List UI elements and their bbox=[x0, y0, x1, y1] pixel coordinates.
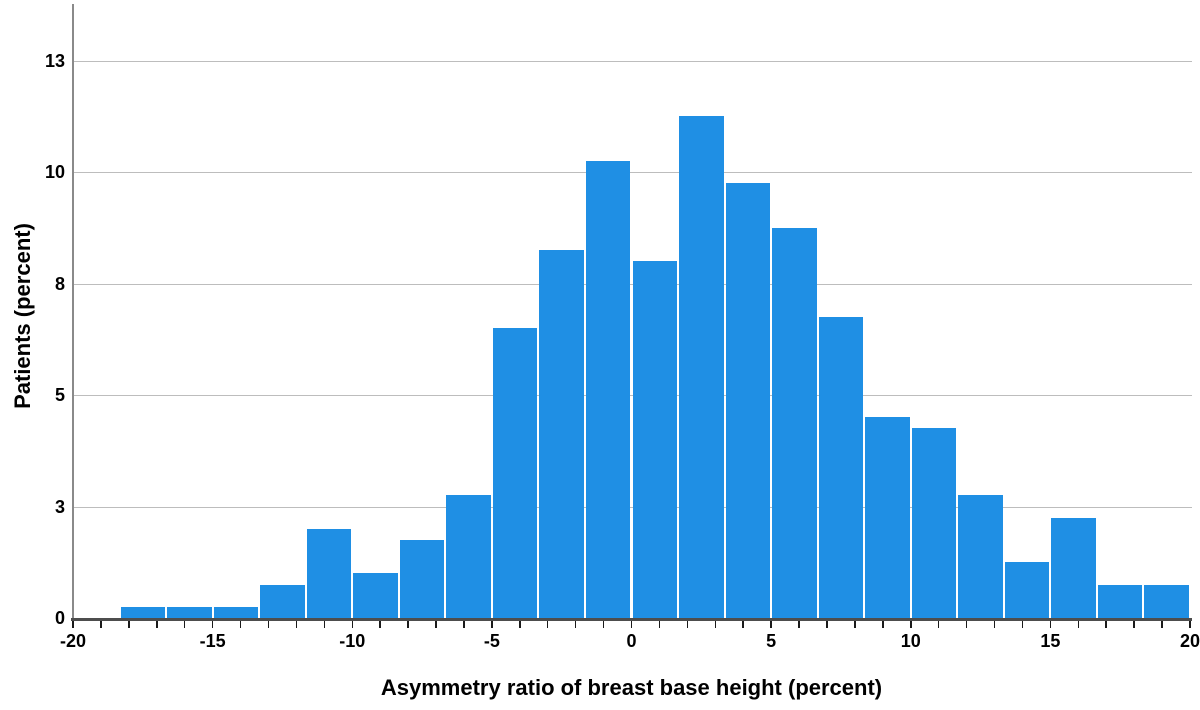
x-tick-mark bbox=[519, 621, 521, 628]
histogram-bar bbox=[632, 261, 678, 618]
x-tick-mark bbox=[965, 621, 968, 628]
x-tick-mark bbox=[882, 621, 884, 628]
y-tick-label: 0 bbox=[54, 608, 65, 628]
x-axis-line bbox=[71, 618, 1192, 621]
x-tick-mark bbox=[1189, 621, 1191, 628]
x-tick-mark bbox=[993, 621, 996, 628]
y-gridline bbox=[72, 60, 1192, 62]
y-tick-label: 8 bbox=[54, 273, 65, 294]
histogram-bar bbox=[585, 160, 631, 618]
x-tick-mark bbox=[546, 621, 549, 628]
y-gridline bbox=[72, 506, 1192, 508]
histogram-bar bbox=[492, 328, 538, 618]
y-tick-label: 13 bbox=[44, 50, 65, 71]
x-tick-mark bbox=[1021, 621, 1024, 628]
x-tick-mark bbox=[910, 621, 912, 628]
x-tick-mark bbox=[183, 621, 186, 628]
x-tick-mark bbox=[574, 621, 577, 628]
x-axis-title: Asymmetry ratio of breast base height (p… bbox=[380, 675, 883, 700]
histogram-bar bbox=[725, 183, 771, 618]
x-tick-mark bbox=[463, 621, 465, 628]
x-tick-mark bbox=[854, 621, 856, 628]
x-tick-mark bbox=[602, 621, 605, 628]
x-tick-mark bbox=[156, 621, 158, 628]
x-tick-mark bbox=[239, 621, 242, 628]
y-tick-label: 10 bbox=[44, 162, 65, 183]
x-tick-mark bbox=[686, 621, 689, 628]
x-tick-label: -15 bbox=[199, 631, 226, 651]
x-tick-mark bbox=[435, 621, 437, 628]
histogram-bar bbox=[911, 428, 957, 618]
x-tick-mark bbox=[72, 621, 74, 628]
histogram-bar bbox=[1051, 517, 1096, 618]
y-axis-title: Patients (percent) bbox=[10, 223, 35, 409]
x-tick-mark bbox=[407, 621, 409, 628]
x-tick-mark bbox=[798, 621, 800, 628]
y-axis-line bbox=[71, 4, 74, 620]
x-tick-label: 5 bbox=[766, 631, 777, 651]
x-tick-label: 20 bbox=[1179, 631, 1200, 651]
x-tick-mark bbox=[826, 621, 828, 628]
histogram-bar bbox=[958, 495, 1003, 618]
histogram-bar bbox=[399, 539, 445, 618]
x-tick-mark bbox=[295, 621, 298, 628]
histogram-bar bbox=[446, 495, 491, 618]
x-tick-mark bbox=[1077, 621, 1080, 628]
histogram-bar bbox=[260, 584, 305, 618]
histogram-bar bbox=[1004, 562, 1050, 618]
histogram-bar bbox=[120, 606, 166, 618]
x-tick-mark bbox=[100, 621, 102, 628]
histogram-bar bbox=[539, 250, 584, 618]
x-tick-mark bbox=[351, 621, 353, 628]
x-tick-mark bbox=[1105, 621, 1107, 628]
x-tick-label: -5 bbox=[483, 631, 500, 651]
x-tick-mark bbox=[128, 621, 130, 628]
histogram-bar bbox=[818, 317, 864, 618]
x-tick-mark bbox=[742, 621, 744, 628]
histogram-bar bbox=[772, 227, 817, 618]
y-tick-label: 5 bbox=[54, 385, 65, 406]
x-tick-mark bbox=[937, 621, 940, 628]
x-tick-mark bbox=[770, 621, 772, 628]
x-tick-label: 10 bbox=[900, 631, 921, 651]
histogram-bar bbox=[213, 606, 259, 618]
y-gridline bbox=[72, 172, 1192, 174]
y-tick-label: 3 bbox=[54, 496, 65, 517]
x-tick-label: 0 bbox=[626, 631, 637, 651]
histogram-bar bbox=[306, 528, 352, 618]
x-tick-mark bbox=[491, 621, 493, 628]
x-tick-mark bbox=[630, 621, 633, 628]
histogram-bar bbox=[679, 116, 724, 618]
x-tick-label: 15 bbox=[1040, 631, 1061, 651]
x-tick-mark bbox=[379, 621, 381, 628]
x-tick-mark bbox=[1161, 621, 1163, 628]
x-tick-mark bbox=[714, 621, 717, 628]
histogram-bar bbox=[1097, 584, 1143, 618]
x-tick-mark bbox=[323, 621, 326, 628]
x-tick-mark bbox=[658, 621, 661, 628]
histogram-bar bbox=[167, 606, 212, 618]
y-gridline bbox=[72, 395, 1192, 397]
histogram-bar bbox=[353, 573, 398, 618]
histogram-bar bbox=[865, 417, 910, 618]
y-gridline bbox=[72, 283, 1192, 285]
histogram-bar bbox=[1144, 584, 1189, 618]
x-tick-label: -10 bbox=[339, 631, 366, 651]
x-tick-mark bbox=[1049, 621, 1052, 628]
x-tick-mark bbox=[267, 621, 270, 628]
x-tick-mark bbox=[1133, 621, 1135, 628]
x-tick-label: -20 bbox=[59, 631, 87, 651]
x-tick-mark bbox=[211, 621, 214, 628]
